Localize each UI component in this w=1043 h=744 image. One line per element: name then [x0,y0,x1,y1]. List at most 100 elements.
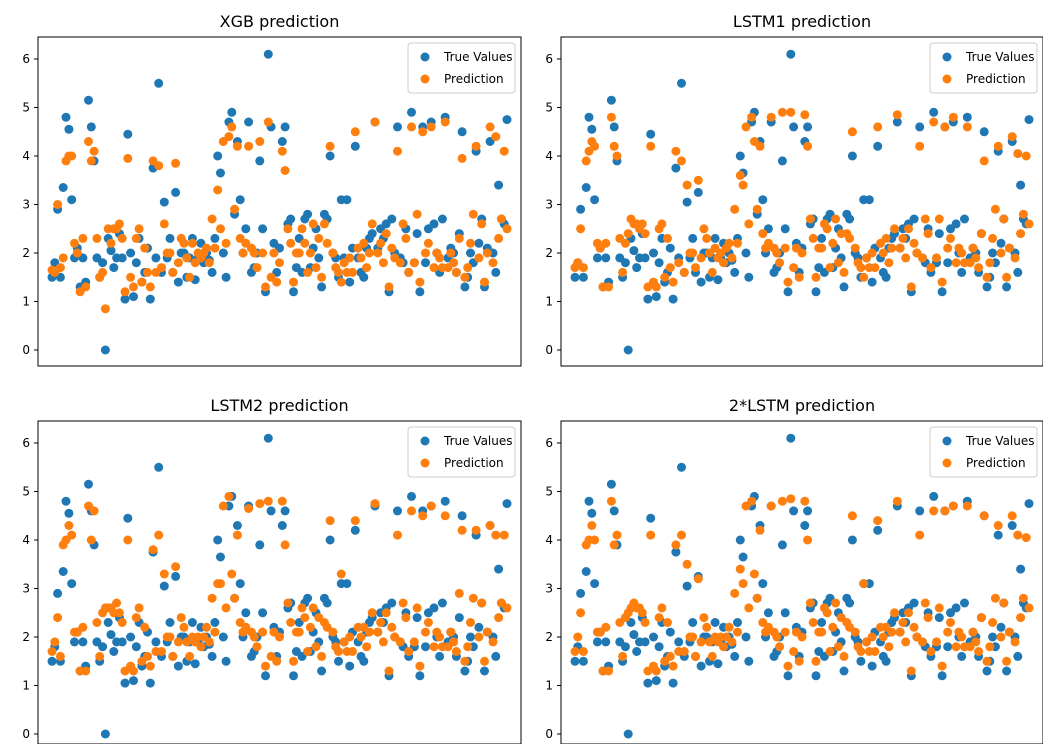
prediction-point [578,647,588,656]
prediction-point [1010,253,1020,263]
prediction-point [789,263,799,273]
prediction-point [398,219,408,229]
true-value-point [53,588,63,598]
prediction-point [867,632,877,642]
prediction-point [325,141,335,151]
prediction-point [426,501,436,511]
prediction-point [920,214,930,224]
legend-label: Prediction [966,72,1026,86]
prediction-point [404,267,414,277]
true-value-point [609,506,619,516]
prediction-point [129,666,138,676]
true-value-point [640,637,650,647]
prediction-point [317,272,327,282]
prediction-point [822,608,832,618]
y-tick-label: 0 [545,727,553,741]
prediction-point [758,229,768,239]
y-tick-label: 5 [545,101,553,115]
prediction-point [904,608,913,618]
prediction-point [671,540,681,550]
prediction-point [934,603,944,613]
prediction-point [805,598,815,608]
true-value-point [803,122,813,132]
prediction-point [145,661,155,671]
prediction-point [1018,593,1028,603]
prediction-point [176,613,186,623]
prediction-point [261,661,270,671]
prediction-point [974,263,984,273]
true-value-point [460,666,470,676]
true-value-point [693,187,703,197]
prediction-point [185,651,195,661]
true-value-point [847,535,857,545]
prediction-point [171,158,181,168]
true-value-point [70,637,79,647]
prediction-point [934,214,944,224]
true-value-point [277,137,287,146]
prediction-point [480,277,489,287]
prediction-point [957,248,967,258]
prediction-point [415,661,425,671]
prediction-point [286,238,296,248]
true-value-point [207,267,217,277]
true-value-point [601,637,611,647]
prediction-point [468,593,478,603]
prediction-point [988,233,998,243]
prediction-point [362,642,372,652]
prediction-point [856,263,866,273]
prediction-point [81,282,91,292]
prediction-point [314,233,324,243]
prediction-point [86,156,96,166]
y-tick-label: 6 [22,436,30,450]
true-value-point [58,567,68,576]
true-value-point [145,294,155,304]
prediction-point [376,238,386,248]
true-value-point [651,292,661,302]
prediction-point [92,618,102,627]
true-value-point [674,637,684,647]
prediction-point [429,642,439,652]
true-value-point [491,651,501,661]
prediction-point [906,282,916,292]
true-value-point [235,579,245,589]
prediction-point [803,535,813,545]
prediction-point [47,647,57,656]
prediction-point [482,248,492,258]
true-value-point [129,292,138,302]
prediction-point [923,229,933,239]
true-value-point [758,579,768,589]
prediction-point [962,122,972,132]
true-value-point [786,49,796,59]
prediction-point [224,491,234,501]
true-value-point [1002,666,1012,676]
true-value-point [578,656,588,666]
legend: True Values Prediction [929,42,1038,94]
true-value-point [682,197,692,207]
prediction-point [491,132,501,142]
prediction-point [182,253,192,263]
y-tick-label: 1 [22,679,30,693]
true-value-point [688,618,698,627]
prediction-point [168,651,178,661]
prediction-point [55,263,65,273]
prediction-point [727,253,737,263]
prediction-point [735,564,745,574]
prediction-point [356,632,366,642]
prediction-point [640,229,650,239]
prediction-point [747,112,757,122]
prediction-point [423,618,433,627]
true-value-point [730,651,740,661]
true-value-point [710,233,720,243]
true-value-point [763,608,773,618]
true-value-point [457,511,467,521]
prediction-point [499,530,509,540]
true-value-point [159,581,169,591]
prediction-point [440,511,450,521]
true-value-point [744,272,754,282]
true-value-point [777,540,787,550]
prediction-point [485,521,495,530]
prediction-point [255,499,265,509]
prediction-point [376,618,386,627]
prediction-point [654,613,664,623]
true-value-point [255,156,265,166]
